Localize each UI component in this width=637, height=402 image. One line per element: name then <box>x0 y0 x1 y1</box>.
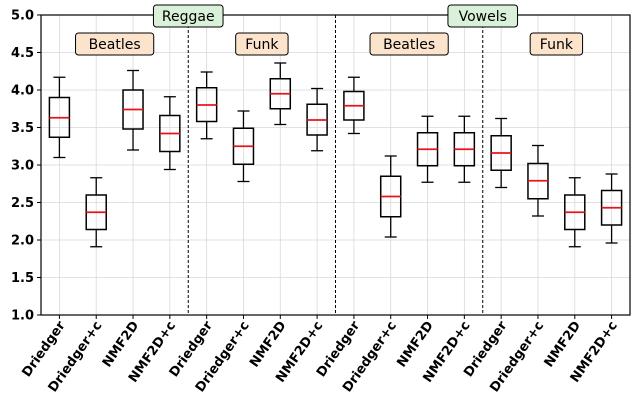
box-driedger-plusc <box>85 177 107 248</box>
group-separators <box>187 15 484 315</box>
genre-label-bg <box>529 32 584 56</box>
box-nmf2d <box>564 177 586 248</box>
y-tick-label: 3.0 <box>11 159 34 174</box>
genre-label: Beatles <box>369 32 449 56</box>
box-nmf2d <box>269 62 292 126</box>
dataset-label: Vowels <box>447 4 519 28</box>
y-tick-label: 2.5 <box>11 196 34 211</box>
dataset-label-text: Vowels <box>459 9 507 25</box>
genre-label-bg <box>75 32 155 56</box>
genre-label-bg <box>369 32 449 56</box>
y-tick-label: 5.0 <box>11 9 34 24</box>
box-nmf2d <box>122 69 144 151</box>
box-driedger <box>195 71 218 140</box>
dataset-label-bg <box>447 4 519 28</box>
y-axis: 1.0 1.5 2.0 2.5 3.0 3.5 4.0 4.5 5.0 <box>11 9 41 324</box>
genre-label: Beatles <box>75 32 155 56</box>
dataset-label-bg <box>152 4 224 28</box>
genre-label: Funk <box>235 32 289 56</box>
x-axis: DriedgerDriedger+cNMF2DNMF2D+cDriedgerDr… <box>19 315 621 395</box>
dataset-label-text: Reggae <box>162 9 215 25</box>
box-nmf2d-plusc <box>306 87 328 152</box>
genre-label-text: Beatles <box>89 37 141 53</box>
box-nmf2d-plusc <box>600 173 623 244</box>
genre-label-text: Beatles <box>383 37 435 53</box>
box-driedger-plusc <box>527 144 549 217</box>
y-tick-label: 4.0 <box>11 84 34 99</box>
y-tick-label: 1.0 <box>11 309 34 324</box>
box-driedger-plusc <box>379 155 402 238</box>
genre-label: Funk <box>529 32 584 56</box>
box-driedger-plusc <box>232 110 255 183</box>
y-tick-label: 4.5 <box>11 46 34 61</box>
y-tick-label: 2.0 <box>11 234 34 249</box>
group-labels: Reggae Vowels Beatles Funk Beatles Funk <box>75 4 584 56</box>
y-tick-label: 3.5 <box>11 121 34 136</box>
box-driedger <box>48 76 71 159</box>
box-driedger <box>343 76 365 135</box>
genre-label-text: Funk <box>245 37 279 53</box>
box-nmf2d <box>416 115 439 183</box>
genre-label-bg <box>235 32 289 56</box>
box-series <box>48 62 623 248</box>
dataset-label: Reggae <box>152 4 224 28</box>
box-driedger <box>490 117 512 189</box>
box-nmf2d-plusc <box>159 96 181 171</box>
y-tick-label: 1.5 <box>11 271 34 286</box>
genre-label-text: Funk <box>540 37 574 53</box>
box-nmf2d-plusc <box>453 115 476 183</box>
